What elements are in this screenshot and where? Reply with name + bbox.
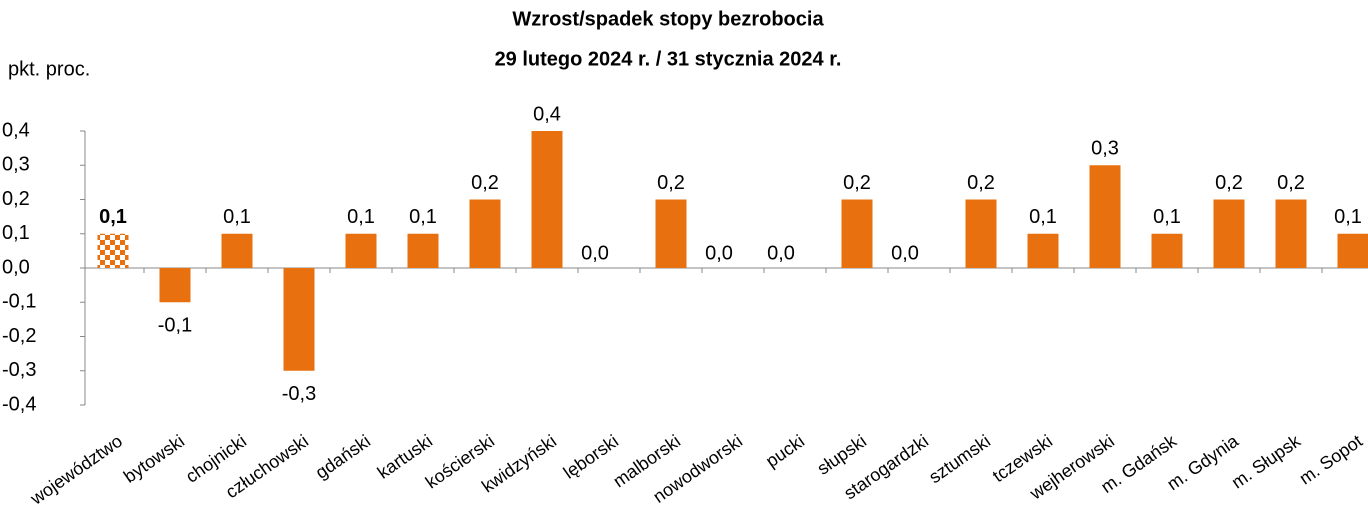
bar	[1213, 199, 1245, 268]
x-tick-label: województwo	[26, 431, 126, 509]
bar	[469, 199, 501, 268]
chart-title: Wzrost/spadek stopy bezrobocia	[512, 8, 824, 30]
x-tick-label: sztumski	[925, 431, 994, 488]
y-tick-label: 0,1	[2, 222, 30, 244]
bar	[1275, 199, 1307, 268]
bar	[1027, 233, 1059, 268]
x-tick-label: bytowski	[120, 431, 188, 487]
chart-subtitle: 29 lutego 2024 r. / 31 stycznia 2024 r.	[495, 48, 842, 70]
value-label: 0,4	[533, 103, 561, 125]
bar	[531, 131, 563, 268]
bar	[97, 233, 129, 268]
y-tick-label: 0,3	[2, 154, 30, 176]
bar	[345, 233, 377, 268]
y-tick-label: 0,4	[2, 119, 30, 141]
value-label: 0,0	[705, 242, 733, 264]
value-label: 0,3	[1091, 138, 1119, 160]
value-label: 0,1	[223, 206, 251, 228]
y-tick-label: -0,1	[2, 291, 36, 313]
y-tick-label: -0,2	[2, 325, 36, 347]
value-label: -0,3	[282, 383, 316, 405]
value-label: 0,1	[1334, 206, 1362, 228]
value-label: 0,1	[409, 206, 437, 228]
value-label: 0,2	[471, 172, 499, 194]
value-label: 0,0	[767, 242, 795, 264]
value-label: 0,1	[1029, 206, 1057, 228]
y-tick-label: -0,3	[2, 359, 36, 381]
value-label: 0,2	[843, 172, 871, 194]
bar	[221, 233, 253, 268]
bar	[1151, 233, 1183, 268]
value-label: 0,1	[99, 206, 127, 228]
bar	[159, 268, 191, 303]
value-label: 0,2	[967, 172, 995, 194]
x-tick-label: m. Sopot	[1296, 431, 1366, 489]
y-tick-label: 0,0	[2, 256, 30, 278]
bar	[965, 199, 997, 268]
y-tick-label: 0,2	[2, 188, 30, 210]
value-label: 0,1	[347, 206, 375, 228]
bar	[655, 199, 687, 268]
bar	[1337, 233, 1368, 268]
y-axis-label: pkt. proc.	[8, 58, 90, 80]
value-label: 0,2	[657, 172, 685, 194]
value-label: 0,2	[1215, 172, 1243, 194]
x-tick-label: pucki	[762, 431, 808, 471]
bar	[841, 199, 873, 268]
x-tick-label: m. Gdynia	[1163, 430, 1242, 494]
value-label: 0,1	[1153, 206, 1181, 228]
value-label: 0,0	[891, 242, 919, 264]
x-tick-label: m. Słupsk	[1228, 430, 1305, 492]
value-label: 0,2	[1277, 172, 1305, 194]
bar	[1089, 165, 1121, 268]
value-label: -0,1	[158, 315, 192, 337]
x-tick-label: gdański	[312, 431, 374, 483]
y-tick-label: -0,4	[2, 393, 36, 415]
bar	[283, 268, 315, 371]
value-label: 0,0	[581, 242, 609, 264]
bar	[407, 233, 439, 268]
